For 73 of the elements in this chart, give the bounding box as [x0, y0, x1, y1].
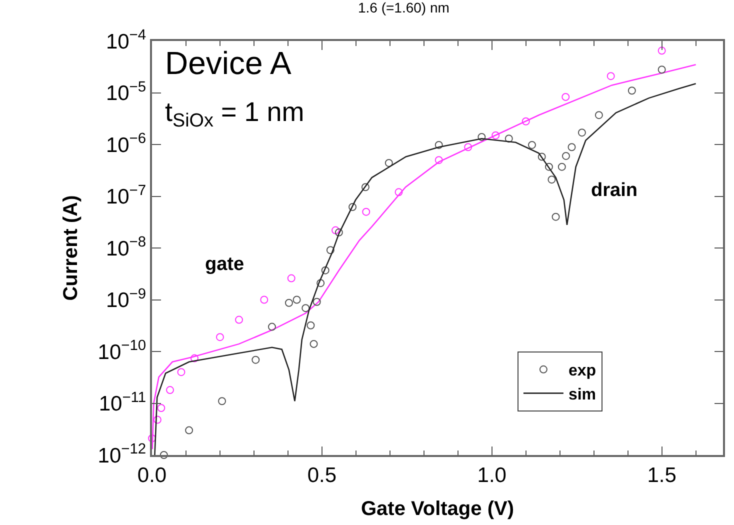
point	[606, 72, 615, 80]
point	[434, 140, 443, 149]
point	[185, 426, 194, 434]
point	[284, 298, 293, 307]
point	[316, 279, 325, 288]
point	[394, 188, 403, 196]
point	[252, 356, 260, 364]
point	[321, 266, 330, 274]
point	[332, 226, 340, 234]
annotation: t$_{SiOx}$ = 1 nm	[165, 97, 304, 132]
point	[361, 183, 370, 192]
point	[464, 143, 472, 152]
point	[544, 162, 553, 171]
point	[177, 368, 186, 376]
point	[492, 131, 500, 140]
annotation: drain	[591, 180, 638, 201]
point	[478, 132, 486, 141]
point	[348, 202, 357, 211]
point	[538, 152, 546, 161]
x-axis-title: Gate Voltage (V)	[361, 498, 514, 520]
point	[148, 434, 156, 442]
point	[522, 117, 530, 126]
point	[312, 298, 321, 306]
x-tick-label: 1.5	[647, 464, 676, 487]
y-tick-label: 10$^{−10}$	[98, 338, 146, 364]
point	[568, 143, 576, 152]
point	[362, 208, 370, 216]
annotation: gate	[205, 254, 244, 275]
point	[558, 162, 566, 171]
y-tick-label: 10$^{−11}$	[98, 390, 146, 416]
point	[334, 228, 343, 236]
point	[260, 296, 268, 304]
x-tick-label: 1.0	[477, 464, 506, 487]
point	[594, 111, 603, 120]
point	[504, 134, 513, 143]
point	[658, 66, 666, 74]
point	[166, 386, 174, 394]
point	[190, 354, 198, 362]
point	[306, 321, 315, 330]
point	[235, 316, 244, 324]
point	[528, 140, 536, 149]
point	[548, 176, 556, 184]
point	[218, 397, 226, 406]
point	[268, 322, 276, 331]
point	[658, 46, 666, 55]
point	[562, 92, 570, 101]
point	[153, 416, 162, 424]
point	[326, 246, 334, 254]
point	[552, 212, 560, 221]
point	[157, 404, 166, 412]
chart-title: 1.6 (=1.60) nm	[358, 0, 450, 16]
y-axis-title: Current (A)	[60, 195, 82, 301]
point	[310, 340, 318, 348]
y-tick-label: 10$^{−9}$	[106, 286, 146, 312]
y-tick-label: 10$^{−6}$	[106, 131, 146, 157]
point	[302, 304, 310, 312]
x-tick-label: 0.5	[307, 464, 337, 487]
point	[160, 451, 168, 459]
point	[384, 158, 393, 167]
y-tick-label: 10$^{−7}$	[106, 182, 146, 209]
point	[628, 86, 636, 95]
legend-label: sim	[568, 386, 596, 404]
point	[578, 128, 586, 137]
point	[287, 274, 296, 282]
y-tick-label: 10$^{−8}$	[106, 234, 146, 260]
legend-label: exp	[568, 362, 596, 380]
annotation: Device A	[165, 45, 292, 81]
point	[562, 152, 570, 160]
point	[216, 333, 224, 342]
point	[434, 156, 443, 164]
y-tick-label: 10$^{−4}$	[106, 28, 146, 54]
point	[292, 296, 301, 304]
y-tick-label: 10$^{−5}$	[106, 79, 146, 106]
